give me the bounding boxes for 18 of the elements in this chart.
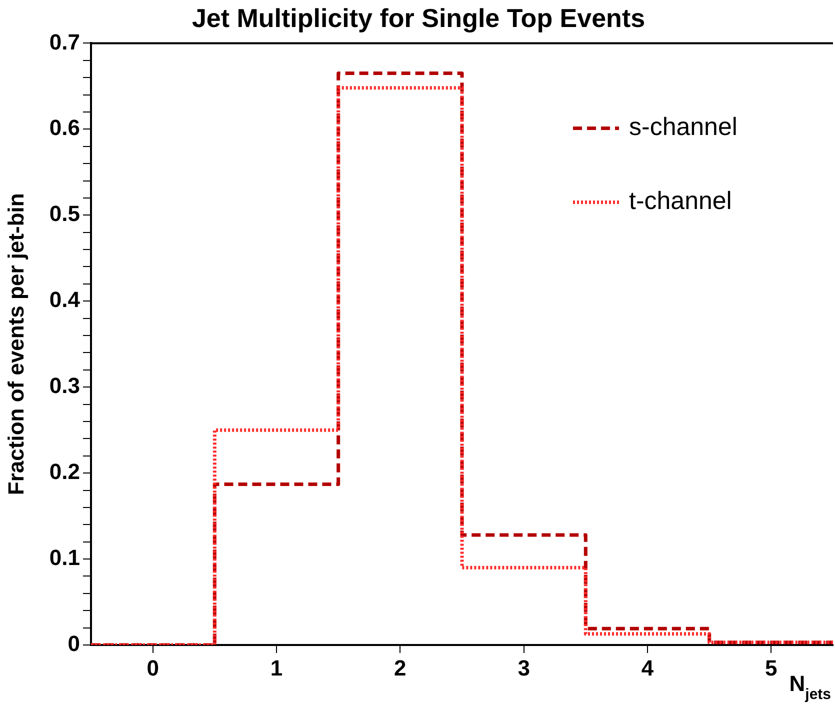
y-tick-label: 0	[68, 631, 80, 656]
x-tick-label: 4	[641, 655, 654, 680]
y-tick-label: 0.5	[49, 201, 80, 226]
x-tick-label: 3	[518, 655, 530, 680]
y-tick-label: 0.2	[49, 459, 80, 484]
y-tick-label: 0.4	[49, 287, 81, 312]
x-tick-label: 2	[394, 655, 406, 680]
y-tick-label: 0.1	[49, 545, 80, 570]
y-tick-label: 0.6	[49, 115, 80, 140]
y-axis-title: Fraction of events per jet-bin	[3, 193, 28, 496]
legend-label: t-channel	[629, 187, 732, 216]
x-tick-label: 1	[270, 655, 283, 680]
x-tick-label: 5	[765, 655, 778, 680]
x-tick-label: 0	[146, 655, 159, 680]
y-tick-label: 0.3	[49, 373, 80, 398]
chart-title: Jet Multiplicity for Single Top Events	[192, 2, 646, 33]
y-tick-label: 0.7	[49, 29, 80, 54]
legend-label: s-channel	[629, 113, 738, 142]
